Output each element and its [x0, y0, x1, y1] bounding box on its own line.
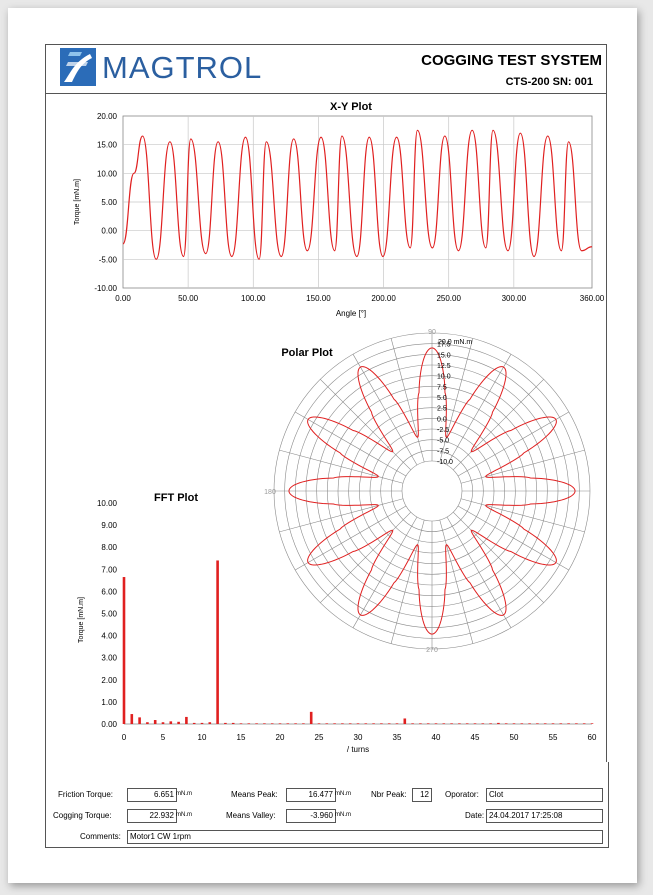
means-peak-value: 16.477 — [286, 788, 336, 802]
comments-label: Comments: — [80, 832, 121, 841]
date-field[interactable]: 24.04.2017 17:25:08 — [486, 809, 603, 823]
system-subtitle: CTS-200 SN: 001 — [505, 76, 593, 88]
means-peak-unit: mN.m — [335, 791, 351, 797]
means-peak-label: Means Peak: — [231, 790, 278, 799]
magtrol-logo: MAGTROL — [60, 48, 310, 90]
means-valley-unit: mN.m — [335, 812, 351, 818]
header-divider — [45, 93, 607, 94]
nbr-peak-value: 12 — [412, 788, 432, 802]
system-title: COGGING TEST SYSTEM — [421, 52, 602, 69]
logo-icon — [60, 48, 96, 86]
cogging-torque-label: Cogging Torque: — [53, 811, 112, 820]
date-label: Date: — [465, 811, 485, 820]
report-frame — [45, 44, 607, 764]
operator-label: Oporator: — [445, 790, 479, 799]
friction-torque-unit: mN.m — [176, 791, 192, 797]
cogging-torque-value: 22.932 — [127, 809, 177, 823]
means-valley-value: -3.960 — [286, 809, 336, 823]
cogging-torque-unit: mN.m — [176, 812, 192, 818]
operator-field[interactable]: Clot — [486, 788, 603, 802]
brand-name: MAGTROL — [102, 50, 263, 85]
nbr-peak-label: Nbr Peak: — [371, 790, 407, 799]
friction-torque-value: 6.651 — [127, 788, 177, 802]
means-valley-label: Means Valley: — [226, 811, 276, 820]
comments-field[interactable]: Motor1 CW 1rpm — [127, 830, 603, 844]
friction-torque-label: Friction Torque: — [58, 790, 113, 799]
